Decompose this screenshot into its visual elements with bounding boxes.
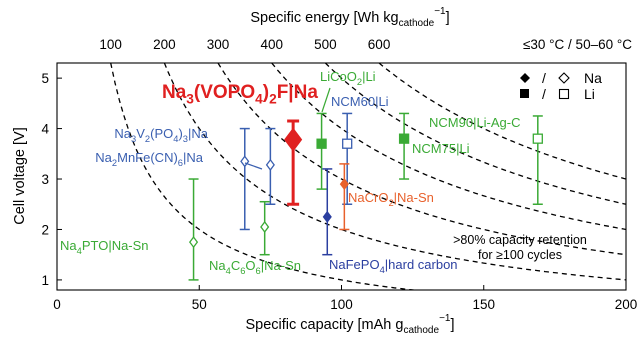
- data-point: [265, 158, 275, 171]
- data-point: [339, 177, 349, 191]
- series-8: NaFePO4|hard carbon: [322, 168, 458, 275]
- legend-open-diamond: [558, 72, 570, 84]
- series-label: NaFePO4|hard carbon: [329, 257, 458, 275]
- x-axis-ticks: 0 50 100 150 200: [53, 285, 637, 312]
- legend: / Na / Li: [520, 70, 602, 102]
- energy-contours: [110, 63, 626, 290]
- series-label: NCM75|Li: [412, 141, 470, 156]
- series-label: LiCoO2|Li: [320, 69, 376, 87]
- series-9: Na4C6O6|Na-Sn: [209, 200, 301, 276]
- data-point: [284, 127, 303, 152]
- data-point: [188, 235, 199, 249]
- y-tick-label-3: 3: [41, 172, 49, 187]
- y-axis-ticks: 1 2 3 4 5: [41, 71, 62, 288]
- y-tick-label-4: 4: [41, 122, 49, 137]
- series-10: Na4PTO|Na-Sn: [60, 178, 199, 281]
- energy-contour-500: [324, 63, 626, 205]
- x-tick-label-150: 150: [472, 297, 495, 312]
- series-label: Na3V2(PO4)3|Na: [114, 126, 208, 144]
- x-tick-label-50: 50: [192, 297, 207, 312]
- data-point: [398, 133, 410, 144]
- series-label: Na2MnFe(CN)6|Na: [95, 150, 203, 168]
- legend-na: Na: [584, 70, 602, 86]
- legend-filled-diamond: [520, 73, 530, 83]
- legend-filled-square: [520, 89, 529, 98]
- series-2: NCM60|Li: [331, 94, 389, 205]
- legend-open-square: [558, 88, 570, 100]
- series-6: Na2MnFe(CN)6|Na: [95, 127, 263, 231]
- energy-contour-400: [271, 63, 626, 231]
- retention-note-line-1: >80% capacity retention: [453, 233, 587, 247]
- series-label: Na4PTO|Na-Sn: [60, 238, 149, 256]
- series-label: Na3(VOPO4)2F|Na: [162, 82, 318, 107]
- label-leader: [244, 162, 263, 170]
- legend-sep-1: /: [542, 70, 546, 86]
- top-axis-ticks: 100 200 300 400 500 600: [99, 37, 390, 52]
- label-leader: [321, 87, 331, 113]
- top-tick-label-500: 500: [314, 37, 337, 52]
- energy-contour-300: [217, 63, 626, 256]
- data-point: [316, 138, 327, 149]
- y-tick-label-1: 1: [41, 273, 49, 288]
- top-tick-label-300: 300: [207, 37, 230, 52]
- energy-contour-600: [378, 63, 626, 180]
- series-label: Na4C6O6|Na-Sn: [209, 258, 301, 276]
- legend-li: Li: [584, 86, 595, 102]
- energy-contour-100: [110, 63, 419, 290]
- legend-sep-2: /: [542, 86, 546, 102]
- y-axis-title: Cell voltage [V]: [12, 127, 28, 225]
- series-3: NCM75|Li: [398, 112, 470, 180]
- data-point: [260, 220, 270, 234]
- top-tick-label-400: 400: [260, 37, 283, 52]
- series-5: Na3V2(PO4)3|Na: [114, 126, 276, 205]
- y-tick-label-5: 5: [41, 71, 49, 86]
- series-label: NCM60|Li: [331, 94, 389, 109]
- data-point: [322, 210, 332, 223]
- x-tick-label-200: 200: [615, 297, 638, 312]
- data-point: [532, 133, 543, 144]
- top-axis-title: Specific energy [Wh kgcathode−1]: [250, 6, 449, 29]
- energy-contour-200: [163, 63, 626, 281]
- x-tick-label-100: 100: [330, 297, 353, 312]
- data-point: [240, 155, 250, 168]
- retention-note-line-2: for ≥100 cycles: [478, 248, 562, 262]
- series-7: NaCrO2|Na-Sn: [339, 163, 434, 231]
- temperature-note: ≤30 °C / 50–60 °C: [523, 37, 632, 52]
- y-tick-label-2: 2: [41, 222, 49, 237]
- series-0: Na3(VOPO4)2F|Na: [162, 82, 318, 206]
- top-tick-label-100: 100: [99, 37, 122, 52]
- data-point: [342, 138, 353, 149]
- top-tick-label-600: 600: [368, 37, 391, 52]
- top-tick-label-200: 200: [153, 37, 176, 52]
- series-label: NaCrO2|Na-Sn: [348, 190, 434, 208]
- series-label: NCM90|Li-Ag-C: [429, 115, 521, 130]
- x-axis-title: Specific capacity [mAh gcathode−1]: [246, 313, 455, 336]
- series-1: LiCoO2|Li: [316, 69, 376, 190]
- series-4: NCM90|Li-Ag-C: [429, 115, 543, 205]
- x-tick-label-0: 0: [53, 297, 61, 312]
